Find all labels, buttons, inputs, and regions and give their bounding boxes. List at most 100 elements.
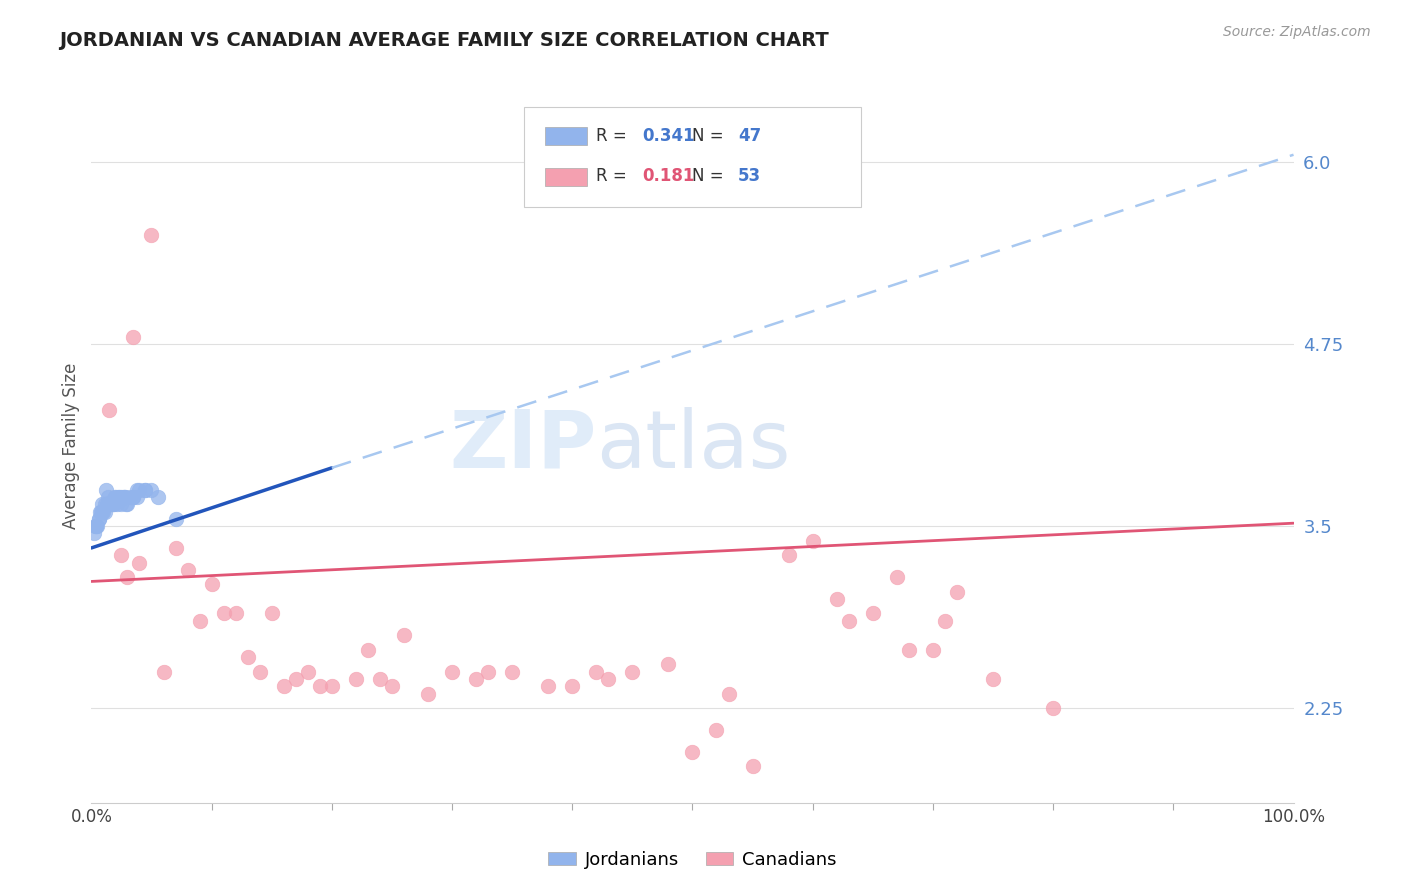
Point	[94, 483, 117, 497]
Point	[862, 607, 884, 621]
Point	[107, 490, 129, 504]
Text: N =: N =	[692, 127, 730, 145]
Text: 47: 47	[738, 127, 762, 145]
Point	[981, 672, 1004, 686]
Point	[706, 723, 728, 737]
Point	[561, 679, 583, 693]
Point	[134, 483, 156, 497]
Point	[97, 490, 120, 504]
Point	[146, 490, 169, 504]
Point	[465, 672, 488, 686]
Point	[344, 672, 367, 686]
Point	[122, 330, 145, 344]
Point	[236, 650, 259, 665]
Text: R =: R =	[596, 127, 633, 145]
Point	[128, 556, 150, 570]
Point	[249, 665, 271, 679]
Point	[416, 687, 439, 701]
Point	[93, 504, 115, 518]
Point	[91, 497, 114, 511]
Point	[321, 679, 343, 693]
Legend: Jordanians, Canadians: Jordanians, Canadians	[541, 844, 844, 876]
Point	[96, 497, 118, 511]
Point	[108, 490, 131, 504]
Point	[105, 497, 128, 511]
Text: R =: R =	[596, 168, 633, 186]
Point	[84, 519, 107, 533]
Point	[897, 643, 920, 657]
Point	[117, 570, 139, 584]
Point	[838, 614, 860, 628]
Point	[225, 607, 247, 621]
Point	[825, 591, 848, 606]
Point	[297, 665, 319, 679]
Point	[110, 490, 132, 504]
Point	[117, 497, 139, 511]
Text: 0.181: 0.181	[643, 168, 695, 186]
FancyBboxPatch shape	[524, 107, 860, 207]
Point	[260, 607, 283, 621]
Text: ZIP: ZIP	[449, 407, 596, 485]
Point	[273, 679, 295, 693]
Point	[90, 504, 112, 518]
Point	[537, 679, 560, 693]
Point	[93, 504, 115, 518]
Point	[934, 614, 956, 628]
Point	[122, 490, 145, 504]
Point	[83, 526, 105, 541]
FancyBboxPatch shape	[544, 168, 586, 186]
Point	[91, 504, 114, 518]
Point	[122, 490, 145, 504]
Point	[134, 483, 156, 497]
Point	[886, 570, 908, 584]
Point	[381, 679, 404, 693]
Point	[118, 490, 141, 504]
FancyBboxPatch shape	[544, 127, 586, 145]
Point	[440, 665, 463, 679]
Point	[98, 402, 121, 417]
Point	[110, 548, 132, 562]
Point	[657, 657, 679, 672]
Point	[368, 672, 391, 686]
Point	[152, 665, 174, 679]
Text: atlas: atlas	[596, 407, 790, 485]
Point	[681, 745, 703, 759]
Point	[621, 665, 644, 679]
Point	[110, 497, 132, 511]
Point	[477, 665, 499, 679]
Point	[141, 227, 163, 242]
Point	[801, 533, 824, 548]
Point	[112, 490, 135, 504]
Point	[125, 490, 148, 504]
Point	[114, 490, 136, 504]
Point	[115, 497, 138, 511]
Point	[165, 512, 187, 526]
Point	[104, 490, 127, 504]
Point	[922, 643, 945, 657]
Point	[87, 512, 110, 526]
Point	[84, 519, 107, 533]
Text: 53: 53	[738, 168, 761, 186]
Point	[741, 759, 763, 773]
Point	[128, 483, 150, 497]
Point	[93, 497, 115, 511]
Point	[101, 497, 124, 511]
Point	[104, 490, 127, 504]
Text: N =: N =	[692, 168, 730, 186]
Text: JORDANIAN VS CANADIAN AVERAGE FAMILY SIZE CORRELATION CHART: JORDANIAN VS CANADIAN AVERAGE FAMILY SIZ…	[59, 31, 828, 50]
Point	[778, 548, 800, 562]
Point	[98, 497, 121, 511]
Text: Source: ZipAtlas.com: Source: ZipAtlas.com	[1223, 25, 1371, 39]
Point	[501, 665, 523, 679]
Point	[308, 679, 330, 693]
Point	[212, 607, 235, 621]
Point	[84, 519, 107, 533]
Point	[585, 665, 607, 679]
Text: 0.341: 0.341	[643, 127, 695, 145]
Point	[112, 490, 135, 504]
Point	[284, 672, 307, 686]
Point	[100, 497, 122, 511]
Point	[97, 497, 120, 511]
Point	[103, 497, 125, 511]
Point	[87, 512, 110, 526]
